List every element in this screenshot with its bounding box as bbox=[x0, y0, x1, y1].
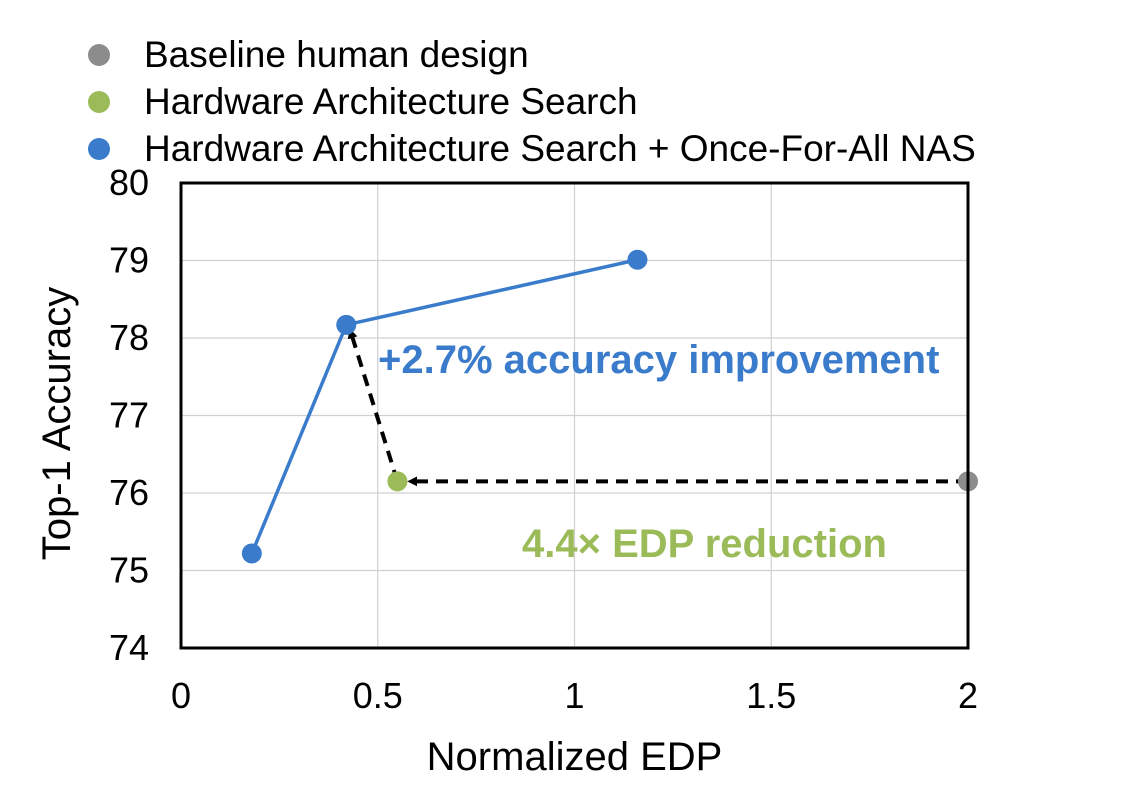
y-tick-label: 74 bbox=[109, 627, 149, 668]
legend-label-baseline: Baseline human design bbox=[144, 34, 529, 75]
y-tick-label: 76 bbox=[109, 472, 149, 513]
legend-marker-has bbox=[88, 91, 110, 113]
grid bbox=[181, 183, 968, 648]
data-points bbox=[241, 249, 978, 564]
x-axis-title: Normalized EDP bbox=[427, 735, 723, 779]
plot-frame bbox=[179, 181, 970, 650]
y-tick-label: 79 bbox=[109, 240, 149, 281]
tick-labels: 74 75 76 77 78 79 80 0 0.5 1 1.5 2 bbox=[109, 162, 978, 716]
legend-item-baseline: Baseline human design bbox=[88, 35, 529, 75]
x-tick-label: 0.5 bbox=[353, 675, 403, 716]
x-tick-label: 1 bbox=[564, 675, 584, 716]
y-tick-label: 78 bbox=[109, 317, 149, 358]
data-point bbox=[387, 471, 408, 492]
y-tick-label: 77 bbox=[109, 395, 149, 436]
y-tick-label: 80 bbox=[109, 162, 149, 203]
legend-marker-baseline bbox=[88, 44, 110, 66]
x-tick-label: 2 bbox=[958, 675, 978, 716]
annotation-accuracy-improvement: +2.7% accuracy improvement bbox=[378, 338, 939, 382]
legend-label-has: Hardware Architecture Search bbox=[144, 81, 638, 122]
data-point bbox=[336, 314, 357, 335]
x-tick-label: 0 bbox=[171, 675, 191, 716]
data-point bbox=[241, 543, 262, 564]
data-point bbox=[627, 249, 648, 270]
y-axis-title: Top-1 Accuracy bbox=[35, 287, 79, 560]
series-line bbox=[250, 258, 638, 555]
annotation-arrow bbox=[347, 328, 400, 482]
x-tick-label: 1.5 bbox=[746, 675, 796, 716]
annotation-edp-reduction: 4.4× EDP reduction bbox=[522, 522, 887, 566]
legend-label-has-ofa: Hardware Architecture Search + Once-For-… bbox=[144, 128, 976, 169]
annotation-arrows bbox=[347, 328, 968, 487]
legend-item-has-ofa: Hardware Architecture Search + Once-For-… bbox=[88, 129, 976, 169]
y-tick-label: 75 bbox=[109, 550, 149, 591]
legend-item-has: Hardware Architecture Search bbox=[88, 82, 638, 122]
legend-marker-has-ofa bbox=[88, 138, 110, 160]
series-lines bbox=[250, 258, 638, 555]
